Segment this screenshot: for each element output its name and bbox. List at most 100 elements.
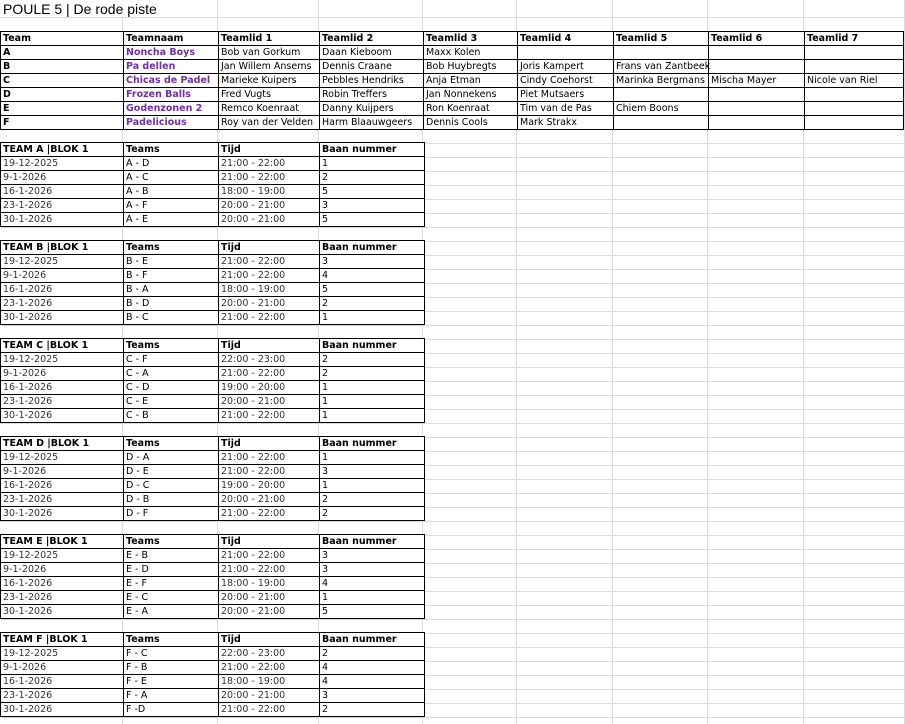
cell[interactable]: Dennis Cools (423, 115, 518, 130)
column-header[interactable]: Teamlid 2 (319, 31, 424, 46)
cell[interactable]: Frozen Balls (123, 87, 219, 102)
cell[interactable]: 30-1-2026 (0, 506, 124, 521)
cell[interactable]: B - D (123, 296, 219, 311)
cell[interactable]: 21:00 - 22:00 (218, 268, 320, 283)
cell[interactable]: Tim van de Pas (517, 101, 614, 116)
column-header[interactable]: Baan nummer (319, 436, 425, 451)
cell[interactable]: 22:00 - 23:00 (218, 352, 320, 367)
column-header[interactable]: Tijd (218, 436, 320, 451)
cell[interactable]: 16-1-2026 (0, 478, 124, 493)
cell[interactable]: 16-1-2026 (0, 184, 124, 199)
cell[interactable]: 23-1-2026 (0, 590, 124, 605)
cell[interactable]: 21:00 - 22:00 (218, 506, 320, 521)
cell[interactable]: 2 (319, 506, 425, 521)
cell[interactable] (804, 45, 904, 60)
cell[interactable] (708, 45, 805, 60)
cell[interactable]: A - F (123, 198, 219, 213)
column-header[interactable]: TEAM F |BLOK 1 (0, 632, 124, 647)
cell[interactable]: 1 (319, 590, 425, 605)
cell[interactable]: 4 (319, 268, 425, 283)
cell[interactable]: C - B (123, 408, 219, 423)
cell[interactable] (708, 87, 805, 102)
cell[interactable]: 2 (319, 646, 425, 661)
cell[interactable]: 23-1-2026 (0, 296, 124, 311)
cell[interactable] (613, 45, 709, 60)
cell[interactable]: Joris Kampert (517, 59, 614, 74)
cell[interactable]: 20:00 - 21:00 (218, 688, 320, 703)
column-header[interactable]: Tijd (218, 632, 320, 647)
cell[interactable]: 21:00 - 22:00 (218, 464, 320, 479)
cell[interactable]: 30-1-2026 (0, 604, 124, 619)
cell[interactable] (613, 87, 709, 102)
cell[interactable]: Harm Blaauwgeers (319, 115, 424, 130)
cell[interactable]: 21:00 - 22:00 (218, 156, 320, 171)
column-header[interactable]: Teamlid 5 (613, 31, 709, 46)
cell[interactable]: C (0, 73, 124, 88)
cell[interactable] (804, 87, 904, 102)
cell[interactable]: 21:00 - 22:00 (218, 310, 320, 325)
cell[interactable]: 3 (319, 198, 425, 213)
cell[interactable]: 21:00 - 22:00 (218, 408, 320, 423)
column-header[interactable]: TEAM A |BLOK 1 (0, 142, 124, 157)
cell[interactable]: Noncha Boys (123, 45, 219, 60)
cell[interactable]: 19-12-2025 (0, 156, 124, 171)
cell[interactable]: 23-1-2026 (0, 688, 124, 703)
cell[interactable]: A - E (123, 212, 219, 227)
cell[interactable]: 21:00 - 22:00 (218, 660, 320, 675)
cell[interactable]: 3 (319, 688, 425, 703)
cell[interactable]: Chiem Boons (613, 101, 709, 116)
cell[interactable]: 16-1-2026 (0, 282, 124, 297)
cell[interactable]: 18:00 - 19:00 (218, 674, 320, 689)
cell[interactable]: E (0, 101, 124, 116)
column-header[interactable]: Teams (123, 534, 219, 549)
cell[interactable]: Bob van Gorkum (218, 45, 320, 60)
cell[interactable] (708, 59, 805, 74)
cell[interactable]: A - C (123, 170, 219, 185)
cell[interactable] (708, 115, 805, 130)
cell[interactable]: 21:00 - 22:00 (218, 366, 320, 381)
cell[interactable]: 23-1-2026 (0, 198, 124, 213)
cell[interactable]: Marieke Kuipers (218, 73, 320, 88)
cell[interactable]: 4 (319, 674, 425, 689)
cell[interactable]: Maxx Kolen (423, 45, 518, 60)
cell[interactable]: 9-1-2026 (0, 464, 124, 479)
column-header[interactable]: Baan nummer (319, 240, 425, 255)
cell[interactable]: 19-12-2025 (0, 450, 124, 465)
cell[interactable]: 20:00 - 21:00 (218, 604, 320, 619)
cell[interactable]: 19-12-2025 (0, 352, 124, 367)
cell[interactable]: 21:00 - 22:00 (218, 450, 320, 465)
cell[interactable]: 4 (319, 660, 425, 675)
column-header[interactable]: Teamlid 3 (423, 31, 518, 46)
column-header[interactable]: Baan nummer (319, 632, 425, 647)
cell[interactable]: 18:00 - 19:00 (218, 184, 320, 199)
cell[interactable]: 30-1-2026 (0, 212, 124, 227)
column-header[interactable]: TEAM B |BLOK 1 (0, 240, 124, 255)
cell[interactable]: 5 (319, 184, 425, 199)
cell[interactable]: F - B (123, 660, 219, 675)
cell[interactable]: 20:00 - 21:00 (218, 296, 320, 311)
cell[interactable]: F - C (123, 646, 219, 661)
cell[interactable]: 1 (319, 450, 425, 465)
cell[interactable]: 1 (319, 408, 425, 423)
cell[interactable]: 16-1-2026 (0, 674, 124, 689)
cell[interactable]: Robin Treffers (319, 87, 424, 102)
cell[interactable]: E - C (123, 590, 219, 605)
cell[interactable]: D (0, 87, 124, 102)
cell[interactable]: Anja Etman (423, 73, 518, 88)
cell[interactable]: 3 (319, 562, 425, 577)
cell[interactable]: Padelicious (123, 115, 219, 130)
column-header[interactable]: Teams (123, 338, 219, 353)
cell[interactable]: 21:00 - 22:00 (218, 562, 320, 577)
cell[interactable]: Danny Kuijpers (319, 101, 424, 116)
cell[interactable]: B - A (123, 282, 219, 297)
cell[interactable]: 2 (319, 352, 425, 367)
cell[interactable]: 19-12-2025 (0, 646, 124, 661)
cell[interactable]: B - F (123, 268, 219, 283)
cell[interactable]: 21:00 - 22:00 (218, 170, 320, 185)
cell[interactable] (613, 115, 709, 130)
cell[interactable]: Godenzonen 2 (123, 101, 219, 116)
column-header[interactable]: TEAM C |BLOK 1 (0, 338, 124, 353)
column-header[interactable]: Teams (123, 142, 219, 157)
cell[interactable]: Bob Huybregts (423, 59, 518, 74)
cell[interactable]: 30-1-2026 (0, 310, 124, 325)
